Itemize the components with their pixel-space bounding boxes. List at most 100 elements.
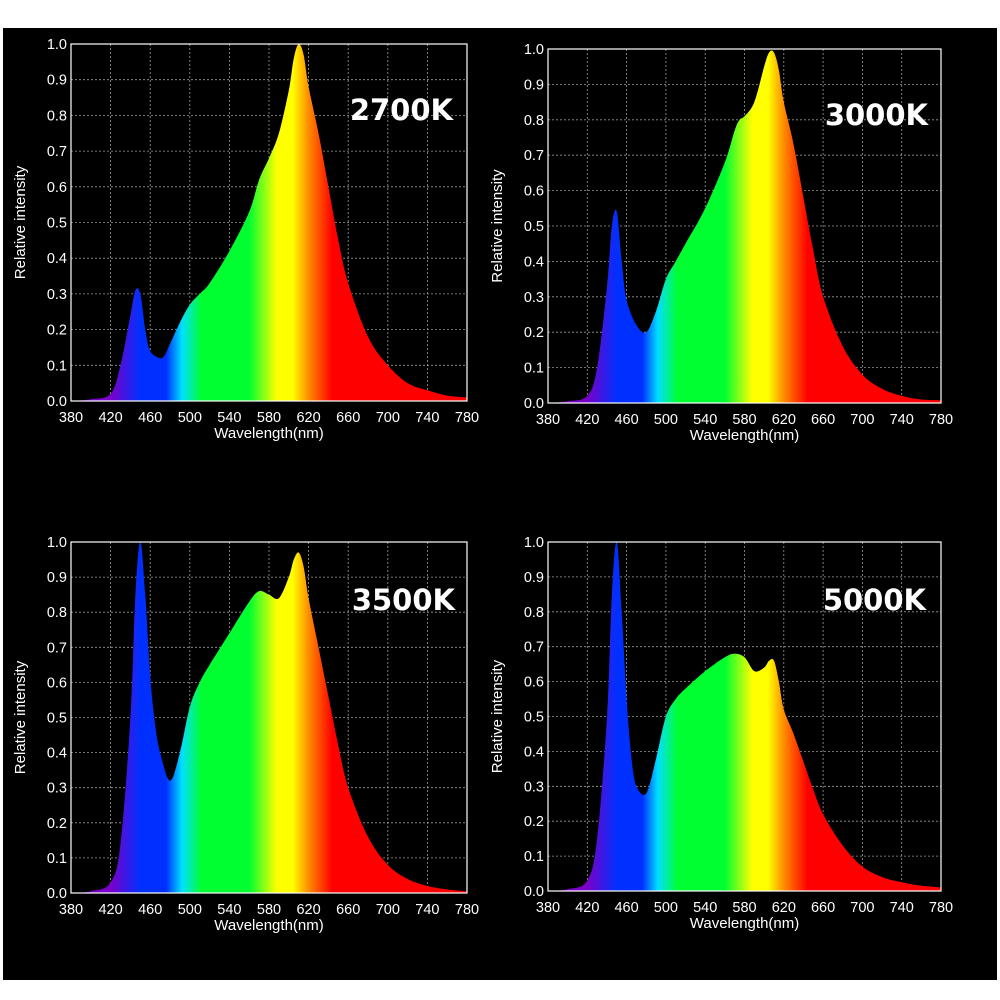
axes-frame bbox=[70, 541, 468, 894]
y-tick-label: 0.7 bbox=[47, 144, 67, 160]
y-tick-label: 1.0 bbox=[47, 37, 67, 53]
spectrum-area bbox=[548, 541, 941, 891]
x-tick-label: 500 bbox=[654, 412, 678, 428]
y-tick-label: 0.4 bbox=[524, 744, 544, 760]
y-tick-label: 0.3 bbox=[524, 290, 544, 306]
x-tick-label: 740 bbox=[890, 900, 914, 916]
y-tick-label: 0.2 bbox=[47, 816, 67, 832]
x-tick-label: 540 bbox=[693, 900, 717, 916]
y-tick-label: 0.3 bbox=[524, 779, 544, 795]
y-tick-label: 0.9 bbox=[524, 77, 544, 93]
y-tick-label: 0.4 bbox=[524, 254, 544, 270]
y-tick-label: 0.1 bbox=[524, 361, 544, 377]
y-tick-label: 0.0 bbox=[524, 396, 544, 412]
y-tick-label: 0.1 bbox=[524, 849, 544, 865]
x-tick-label: 460 bbox=[614, 412, 638, 428]
x-tick-label: 660 bbox=[811, 412, 835, 428]
y-tick-label: 0.6 bbox=[47, 675, 67, 691]
x-tick-label: 380 bbox=[59, 410, 83, 426]
chart-panel-4: 380 420 460 500 540 580 620 660 700 740 7800.00.10… bbox=[489, 535, 953, 932]
spectrum-area bbox=[548, 50, 941, 404]
y-tick-labels: 0.0 0.1 0.2 0.3 0.4 0.5 0.6 0.7 0.8 0.9 1.0 bbox=[47, 37, 67, 410]
chart-panel-3: 380 420 460 500 540 580 620 660 700 740 7800.00.10… bbox=[12, 535, 479, 934]
x-tick-label: 620 bbox=[772, 412, 796, 428]
chart-panel-1: 380 420 460 500 540 580 620 660 700 740 7800.00.10… bbox=[12, 37, 479, 442]
y-tick-labels: 0.0 0.1 0.2 0.3 0.4 0.5 0.6 0.7 0.8 0.9 1.0 bbox=[524, 535, 544, 900]
y-tick-label: 0.9 bbox=[47, 73, 67, 89]
y-tick-label: 0.7 bbox=[524, 148, 544, 164]
y-tick-label: 0.0 bbox=[47, 886, 67, 902]
spectrum-figure: 380 420 460 500 540 580 620 660 700 740 780 0.0 0.1 0… bbox=[3, 28, 997, 980]
x-tick-label: 780 bbox=[929, 412, 953, 428]
y-tick-label: 1.0 bbox=[524, 42, 544, 58]
y-tick-label: 0.4 bbox=[47, 746, 67, 762]
x-tick-label: 500 bbox=[654, 900, 678, 916]
axes-frame bbox=[547, 541, 942, 892]
x-axis-label: Wavelength(nm) bbox=[690, 427, 799, 444]
x-tick-label: 420 bbox=[575, 900, 599, 916]
chart-title: 3000K bbox=[825, 98, 930, 132]
x-tick-label: 780 bbox=[929, 900, 953, 916]
x-tick-label: 380 bbox=[536, 900, 560, 916]
x-tick-label: 740 bbox=[415, 410, 439, 426]
x-tick-label: 540 bbox=[217, 410, 241, 426]
y-tick-label: 0.3 bbox=[47, 287, 67, 303]
x-tick-label: 620 bbox=[296, 410, 320, 426]
x-tick-label: 700 bbox=[850, 412, 874, 428]
y-tick-label: 0.5 bbox=[47, 216, 67, 232]
y-tick-label: 0.5 bbox=[524, 710, 544, 726]
x-tick-label: 580 bbox=[257, 902, 281, 918]
x-tick-label: 460 bbox=[138, 902, 162, 918]
x-tick-label: 620 bbox=[296, 902, 320, 918]
x-tick-label: 420 bbox=[98, 902, 122, 918]
y-tick-label: 0.1 bbox=[47, 358, 67, 374]
x-tick-label: 700 bbox=[376, 902, 400, 918]
x-tick-label: 740 bbox=[415, 902, 439, 918]
y-tick-label: 0.7 bbox=[47, 640, 67, 656]
x-tick-label: 660 bbox=[811, 900, 835, 916]
y-axis-label: Relative intensity bbox=[12, 165, 29, 279]
y-tick-label: 0.8 bbox=[524, 113, 544, 129]
x-tick-label: 580 bbox=[257, 410, 281, 426]
x-tick-label: 580 bbox=[732, 412, 756, 428]
x-tick-label: 700 bbox=[850, 900, 874, 916]
y-axis-label: Relative intensity bbox=[12, 660, 29, 774]
y-tick-label: 0.2 bbox=[524, 325, 544, 341]
spectrum-charts: 380 420 460 500 540 580 620 660 700 740 780 0.0 0.1 0… bbox=[12, 37, 953, 934]
y-tick-label: 0.2 bbox=[524, 814, 544, 830]
x-tick-labels: 380 420 460 500 540 580 620 660 700 740 780 bbox=[536, 412, 953, 428]
axes-frame bbox=[547, 48, 942, 404]
axes-frame bbox=[70, 43, 468, 402]
x-tick-label: 540 bbox=[693, 412, 717, 428]
x-tick-label: 780 bbox=[455, 410, 479, 426]
y-tick-label: 0.5 bbox=[47, 711, 67, 727]
chart-title: 3500K bbox=[352, 583, 457, 617]
x-tick-label: 660 bbox=[336, 410, 360, 426]
x-tick-label: 500 bbox=[178, 902, 202, 918]
chart-panel-2: 380 420 460 500 540 580 620 660 700 740 7800.00.10… bbox=[489, 42, 953, 444]
x-tick-labels: 380 420 460 500 540 580 620 660 700 740 780 bbox=[536, 900, 953, 916]
x-tick-label: 620 bbox=[772, 900, 796, 916]
y-tick-label: 0.6 bbox=[47, 180, 67, 196]
chart-title: 2700K bbox=[350, 93, 455, 127]
y-tick-label: 0.8 bbox=[47, 605, 67, 621]
x-axis-label: Wavelength(nm) bbox=[214, 425, 323, 442]
y-tick-label: 0.6 bbox=[524, 675, 544, 691]
y-tick-label: 0.7 bbox=[524, 640, 544, 656]
spectrum-area bbox=[71, 43, 467, 402]
x-tick-label: 540 bbox=[217, 902, 241, 918]
y-axis-label: Relative intensity bbox=[489, 659, 506, 773]
x-tick-label: 780 bbox=[455, 902, 479, 918]
y-tick-label: 1.0 bbox=[47, 535, 67, 551]
y-axis-label: Relative intensity bbox=[489, 169, 506, 283]
x-tick-label: 700 bbox=[376, 410, 400, 426]
y-tick-label: 0.6 bbox=[524, 184, 544, 200]
x-axis-label: Wavelength(nm) bbox=[214, 917, 323, 934]
x-tick-label: 580 bbox=[732, 900, 756, 916]
y-tick-label: 0.0 bbox=[47, 394, 67, 410]
spectrum-area bbox=[71, 542, 467, 893]
chart-title: 5000K bbox=[823, 583, 928, 617]
y-tick-labels: 0.0 0.1 0.2 0.3 0.4 0.5 0.6 0.7 0.8 0.9 1.0 bbox=[47, 535, 67, 902]
y-tick-label: 0.8 bbox=[47, 108, 67, 124]
x-tick-label: 460 bbox=[138, 410, 162, 426]
